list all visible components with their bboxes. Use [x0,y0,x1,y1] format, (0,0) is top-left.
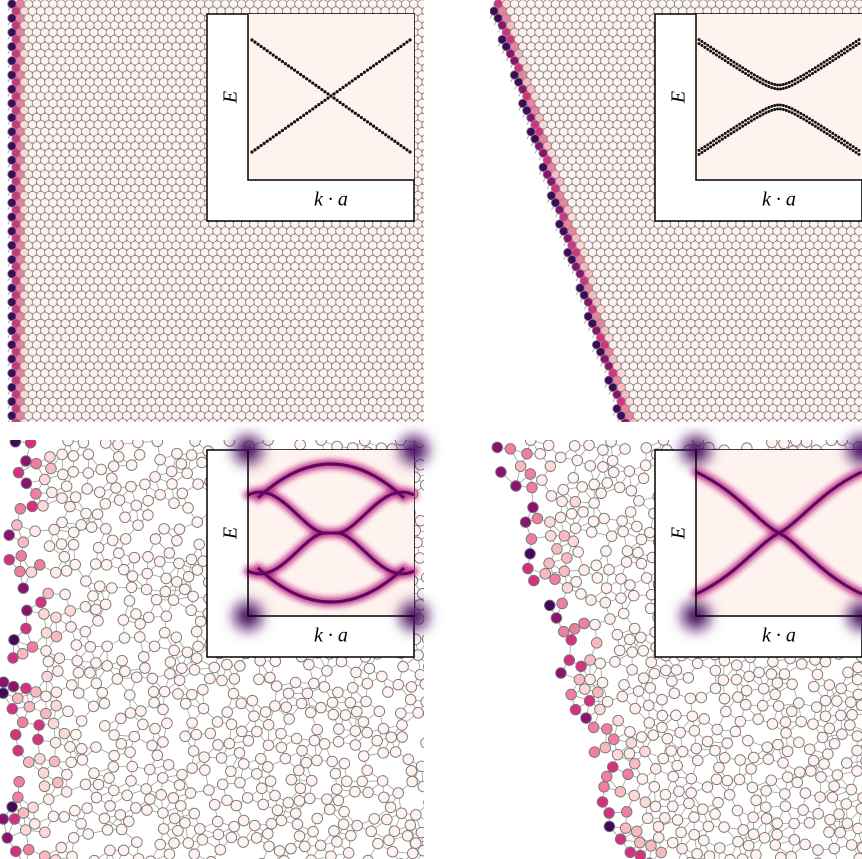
bond [426,111,430,118]
bond [426,224,430,231]
bond [430,160,434,167]
bond [430,174,434,181]
bond [426,174,430,181]
bond [430,32,434,39]
bond [430,189,434,196]
bond [426,75,430,82]
bond [426,196,430,203]
bond [426,210,430,217]
bond [426,40,430,47]
bond [426,32,430,39]
bond [426,153,430,160]
bond [426,189,430,196]
bond [430,75,434,82]
bond [426,217,430,224]
bond [426,118,430,125]
bond [426,125,430,132]
bond [426,132,430,139]
bond [426,167,430,174]
bond [426,54,430,61]
bond [430,18,434,25]
bond [426,68,430,75]
bond [426,4,430,11]
bond [430,103,434,110]
bond [426,82,430,89]
bond [426,11,430,18]
bond [426,203,430,210]
bond [426,182,430,189]
bond [430,217,434,224]
bond [426,18,430,25]
bond [426,139,430,146]
bond [430,118,434,125]
bond [426,89,430,96]
bond [430,61,434,68]
bond [430,146,434,153]
bond [426,103,430,110]
bond [430,47,434,54]
bond [426,47,430,54]
bond [430,132,434,139]
bond [426,160,430,167]
bond [430,4,434,11]
bond [430,89,434,96]
bond [430,203,434,210]
bond [426,96,430,103]
bond [426,146,430,153]
bond [426,25,430,32]
bond [426,61,430,68]
